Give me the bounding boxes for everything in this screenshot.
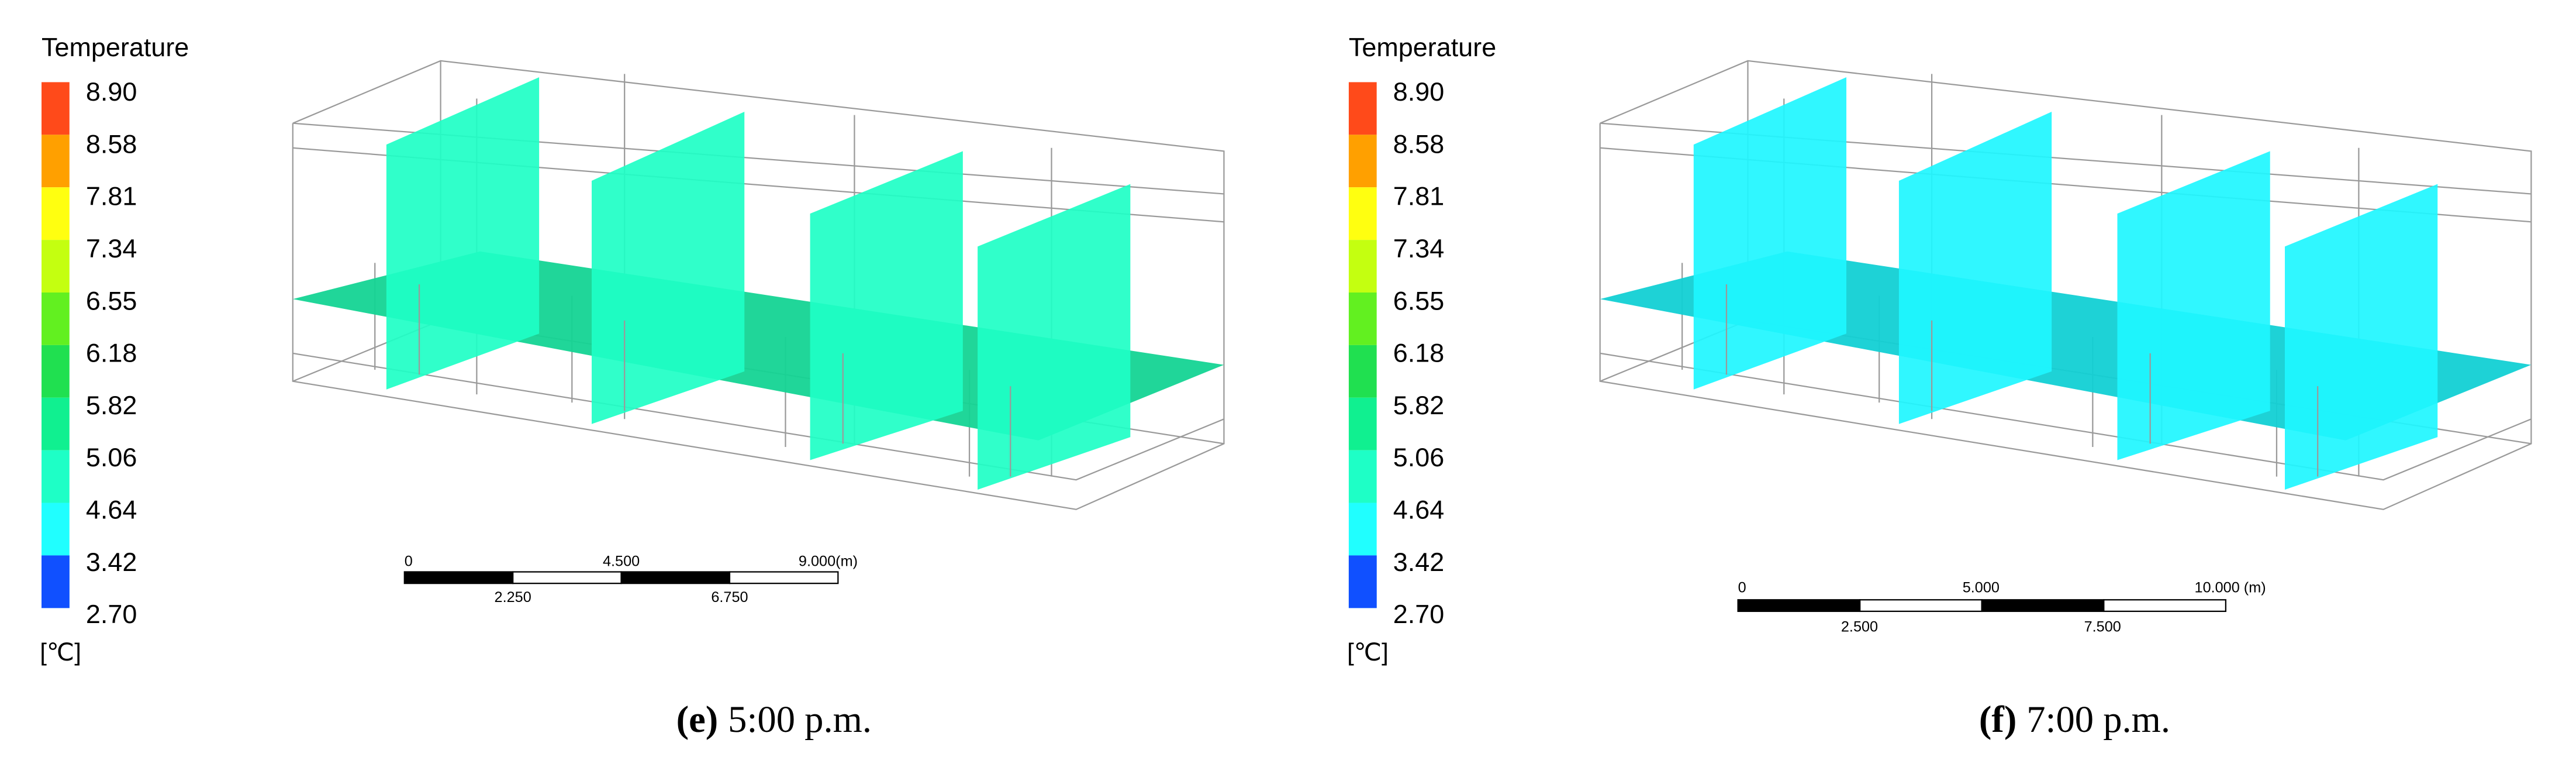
legend-swatch [42,450,70,503]
legend-swatch [42,187,70,240]
legend-swatch [42,345,70,398]
caption: (f) 7:00 p.m. [1979,698,2170,740]
legend-swatch [1348,240,1377,293]
vertical-section [1898,112,2052,424]
legend-label: 7.81 [1393,181,1444,211]
legend-label: 5.06 [86,442,137,472]
vertical-section [978,184,1131,490]
scale-bar-label: 5.000 [1963,579,2000,596]
scale-bar-segment [728,571,839,584]
legend-label: 5.82 [86,390,137,420]
legend-swatch [1348,397,1377,450]
legend-label: 2.70 [86,599,137,629]
vertical-section [592,112,745,424]
wireframe-edge [1600,352,2532,481]
legend-label: 8.90 [86,77,137,106]
scale-bar-label: 9.000(m) [799,553,858,569]
legend-swatch [42,240,70,293]
caption-label: (e) [676,698,719,740]
scale-bar-label: 7.500 [2084,619,2121,635]
scale-bar-label: 10.000 (m) [2195,579,2266,596]
legend-label: 8.90 [1393,77,1444,106]
vertical-section [386,77,540,390]
legend-label: 8.58 [86,129,137,159]
scale-bar-segment [1981,599,2105,613]
scale-bar-segment [2103,599,2227,613]
legend-label: 5.82 [1393,390,1444,420]
legend-label: 6.55 [86,285,137,315]
legend-swatch [1348,503,1377,556]
legend-swatch [42,397,70,450]
legend-swatch [1348,450,1377,503]
caption-label: (f) [1979,698,2017,740]
legend-swatch [42,82,70,135]
scale-bar-segment [620,571,731,584]
legend-label: 7.81 [86,181,137,211]
wireframe-edge [292,123,1225,510]
vertical-section [810,151,963,460]
wireframe-edge [1599,123,2532,510]
scale-bar-segment [512,571,622,584]
legend-unit: [℃] [1347,638,1389,666]
legend-label: 4.64 [1393,495,1444,525]
legend-swatch [1348,135,1377,188]
legend-label: 3.42 [86,547,137,577]
scale-bar-segment [403,571,514,584]
legend-label: 7.34 [1393,233,1444,263]
legend-label: 3.42 [1393,547,1444,577]
legend-label: 2.70 [1393,599,1444,629]
vertical-section [2117,151,2270,460]
legend-swatch [1348,292,1377,345]
scale-bar-label: 6.750 [711,589,748,606]
vertical-section [2285,184,2438,490]
legend-label: 4.64 [86,495,137,525]
panel: Temperature 8.90 8.58 7.81 7.34 6.55 6.18 5.82 5… [40,32,1225,740]
scale-bar-label: 2.500 [1841,619,1878,635]
legend-swatch [42,503,70,556]
caption-text: 7:00 p.m. [2026,698,2170,740]
legend-swatch [1348,187,1377,240]
wireframe-edge [1600,60,2532,195]
legend-label: 6.18 [86,338,137,368]
scale-bar-segment [1859,599,1983,613]
legend-title: Temperature [42,32,189,62]
scale-bar-label: 0 [405,553,413,569]
wireframe-edge [292,352,1224,481]
caption: (e) 5:00 p.m. [676,698,872,740]
legend-swatch [1348,555,1377,608]
legend-title: Temperature [1349,32,1496,62]
legend-label: 5.06 [1393,442,1444,472]
legend-label: 6.55 [1393,285,1444,315]
scale-bar-segment [1737,599,1861,613]
legend-swatch [42,555,70,608]
panel: Temperature 8.90 8.58 7.81 7.34 6.55 6.18 5.82 5… [1347,32,2532,740]
legend-swatch [1348,345,1377,398]
legend-swatch [42,135,70,188]
legend-label: 7.34 [86,233,137,263]
legend-label: 6.18 [1393,338,1444,368]
caption-text: 5:00 p.m. [728,698,872,740]
scale-bar-label: 2.250 [495,589,531,606]
wireframe-edge [292,60,1225,195]
vertical-section [1693,77,1847,390]
legend-swatch [42,292,70,345]
legend-label: 8.58 [1393,129,1444,159]
legend-swatch [1348,82,1377,135]
scale-bar-label: 0 [1738,579,1746,596]
legend-unit: [℃] [40,638,81,666]
scale-bar-label: 4.500 [603,553,640,569]
